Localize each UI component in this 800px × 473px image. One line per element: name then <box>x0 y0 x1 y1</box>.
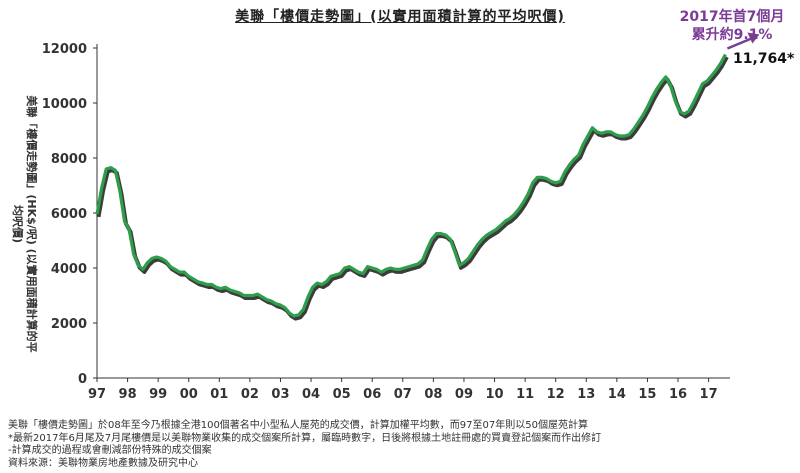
chart-title: 美聯「樓價走勢圖」(以實用面積計算的平均呎價) <box>235 9 565 25</box>
footer-note-2: *最新2017年6月尾及7月尾樓價是以美聯物業收集的成交個案所計算，屬臨時數字，… <box>8 432 602 444</box>
x-tick-label: 03 <box>271 387 289 402</box>
x-tick-label: 16 <box>669 387 687 402</box>
x-tick-label: 02 <box>241 387 259 402</box>
growth-arrow <box>726 32 760 50</box>
x-tick-label: 07 <box>394 387 412 402</box>
series-line-shadow <box>96 56 729 321</box>
y-tick-label: 10000 <box>42 97 87 112</box>
x-tick-label: 99 <box>149 387 167 402</box>
x-tick-label: 15 <box>638 387 656 402</box>
growth-arrow-shaft <box>726 37 752 50</box>
x-tick-label: 17 <box>700 387 718 402</box>
x-tick-label: 12 <box>547 387 565 402</box>
price-trend-chart: 0 2000 4000 6000 8000 10000 12000 97 98 99 00 01 02 0… <box>42 32 760 402</box>
x-tick-label: 11 <box>516 387 534 402</box>
footer-note-4: 資料來源：美聯物業房地產數據及研究中心 <box>8 457 198 469</box>
footer-note-1: 美聯「樓價走勢圖」於08年至今乃根據全港100個著名中小型私人屋苑的成交價，計算… <box>8 420 588 431</box>
y-tick-label: 0 <box>78 372 87 387</box>
y-tick-label: 12000 <box>42 42 87 57</box>
y-tick-label: 8000 <box>51 152 87 167</box>
footer-note-3: -計算成交的過程或會刪減部份特殊的成交個案 <box>8 445 212 456</box>
y-tick-label: 2000 <box>51 317 87 332</box>
x-tick-label: 00 <box>180 387 198 402</box>
latest-value-label: 11,764* <box>733 51 795 67</box>
x-tick-label: 06 <box>363 387 381 402</box>
x-tick-label: 08 <box>424 387 442 402</box>
growth-annotation-line1: 2017年首7個月 <box>679 9 785 25</box>
x-tick-label: 14 <box>608 387 626 402</box>
x-tick-label: 04 <box>302 387 320 402</box>
x-tick-label: 10 <box>485 387 503 402</box>
x-tick-label: 01 <box>210 387 228 402</box>
axes: 0 2000 4000 6000 8000 10000 12000 97 98 99 00 01 02 0… <box>42 42 730 402</box>
x-tick-label: 13 <box>577 387 595 402</box>
series-line <box>95 53 727 318</box>
x-tick-label: 05 <box>333 387 351 402</box>
x-tick-label: 09 <box>455 387 473 402</box>
x-tick-label: 98 <box>119 387 137 402</box>
y-tick-label: 4000 <box>51 262 87 277</box>
x-tick-label: 97 <box>88 387 106 402</box>
series-group <box>95 53 729 321</box>
footer-notes: 美聯「樓價走勢圖」於08年至今乃根據全港100個著名中小型私人屋苑的成交價，計算… <box>8 420 601 470</box>
growth-arrow-head <box>747 32 760 44</box>
y-tick-label: 6000 <box>51 207 87 222</box>
